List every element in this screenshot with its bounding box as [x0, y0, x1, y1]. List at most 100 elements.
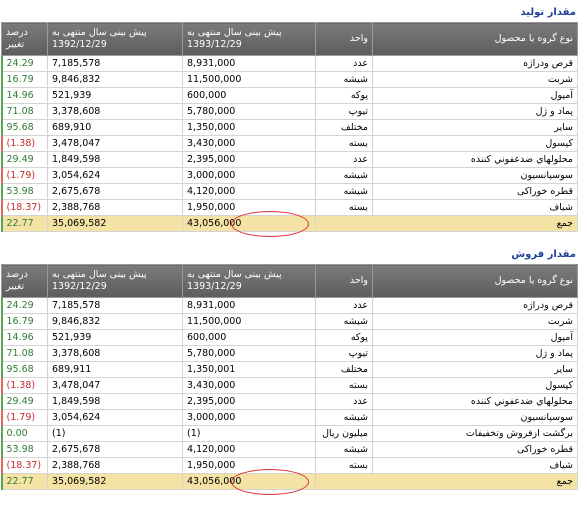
number-cell: 3,000,000	[182, 167, 316, 184]
table-row: شربت شیشه 11,500,000 9,846,832 16.79	[0, 313, 578, 330]
number-cell: 3,478,047	[47, 377, 183, 394]
number-cell: 5,780,000	[182, 345, 316, 362]
text-cell: بسته	[315, 457, 373, 474]
number-cell: 9,846,832	[47, 71, 183, 88]
number-cell: 9,846,832	[47, 313, 183, 330]
text-cell: سایر	[372, 361, 578, 378]
table-row: کپسول بسته 3,430,000 3,478,047 (1.38)	[0, 135, 578, 152]
number-cell: 2,388,768	[47, 457, 183, 474]
table-row: پماد و ژل تیوپ 5,780,000 3,378,608 71.08	[0, 103, 578, 120]
text-cell: محلولهاي ضدعفوني كننده	[372, 151, 578, 168]
number-cell: 14.96	[0, 329, 48, 346]
number-cell: 29.49	[0, 151, 48, 168]
number-cell: 53.98	[0, 183, 48, 200]
number-cell: 24.29	[0, 55, 48, 72]
number-cell: 3,478,047	[47, 135, 183, 152]
text-cell: کپسول	[372, 135, 578, 152]
number-cell: 521,939	[47, 87, 183, 104]
table-row: برگشت ازفروش وتخفیفات میلیون ریال (1) (1) 0.…	[0, 425, 578, 442]
number-cell: 24.29	[0, 297, 48, 314]
number-cell: 16.79	[0, 71, 48, 88]
table-row: قطره خوراکی شیشه 4,120,000 2,675,678 53.98	[0, 183, 578, 200]
number-cell: 95.68	[0, 119, 48, 136]
number-cell: 3,430,000	[182, 135, 316, 152]
total-cell: 22.77	[0, 473, 48, 490]
table-row: قطره خوراکی شیشه 4,120,000 2,675,678 53.98	[0, 441, 578, 458]
text-cell: محلولهاي ضدعفوني كننده	[372, 393, 578, 410]
text-cell: شیشه	[315, 409, 373, 426]
number-cell: 2,675,678	[47, 441, 183, 458]
report-page: مقدار تولید نوع گروه یا محصول واحد پیش بینی…	[0, 7, 578, 495]
number-cell: (1.79)	[0, 167, 48, 184]
total-label: جمع	[315, 215, 578, 232]
text-cell: کپسول	[372, 377, 578, 394]
number-cell: 2,395,000	[182, 393, 316, 410]
table-row: محلولهاي ضدعفوني كننده عدد 2,395,000 1,849,…	[0, 393, 578, 410]
text-cell: شیشه	[315, 441, 373, 458]
number-cell: 3,378,608	[47, 345, 183, 362]
header-cell: درصد تغییر	[1, 22, 48, 56]
section: مقدار فروش نوع گروه یا محصول واحد پیش بینی …	[0, 246, 578, 495]
text-cell: عدد	[315, 151, 373, 168]
text-cell: شیاف	[372, 199, 578, 216]
section-title: مقدار فروش	[511, 249, 576, 260]
text-cell: شیشه	[315, 71, 373, 88]
number-cell: 0.00	[0, 425, 48, 442]
text-cell: پماد و ژل	[372, 345, 578, 362]
table-row: قرص ودراژه عدد 8,931,000 7,185,578 24.29	[0, 297, 578, 314]
number-cell: 600,000	[182, 329, 316, 346]
text-cell: سوسپانسیون	[372, 167, 578, 184]
table-row: سوسپانسیون شیشه 3,000,000 3,054,624 (1.79)	[0, 409, 578, 426]
number-cell: 95.68	[0, 361, 48, 378]
header-cell: واحد	[315, 22, 373, 56]
header-cell: واحد	[315, 264, 373, 298]
number-cell: 3,378,608	[47, 103, 183, 120]
number-cell: 1,849,598	[47, 151, 183, 168]
number-cell: 16.79	[0, 313, 48, 330]
text-cell: مختلف	[315, 361, 373, 378]
text-cell: عدد	[315, 393, 373, 410]
number-cell: 1,350,001	[182, 361, 316, 378]
number-cell: (18.37)	[0, 199, 48, 216]
total-cell: 35,069,582	[47, 473, 183, 490]
number-cell: (1.38)	[0, 135, 48, 152]
number-cell: (1)	[182, 425, 316, 442]
header-cell: پیش بینی سال منتهی به 1393/12/29	[182, 22, 316, 56]
number-cell: 600,000	[182, 87, 316, 104]
text-cell: سوسپانسیون	[372, 409, 578, 426]
number-cell: 71.08	[0, 103, 48, 120]
text-cell: شیشه	[315, 313, 373, 330]
number-cell: 5,780,000	[182, 103, 316, 120]
text-cell: قرص ودراژه	[372, 297, 578, 314]
number-cell: (18.37)	[0, 457, 48, 474]
table-row: سایر مختلف 1,350,000 689,910 95.68	[0, 119, 578, 136]
number-cell: 2,675,678	[47, 183, 183, 200]
highlight-ring	[231, 211, 309, 237]
text-cell: شربت	[372, 313, 578, 330]
number-cell: 521,939	[47, 329, 183, 346]
number-cell: 11,500,000	[182, 313, 316, 330]
text-cell: بسته	[315, 377, 373, 394]
number-cell: 1,849,598	[47, 393, 183, 410]
text-cell: آمپول	[372, 87, 578, 104]
number-cell: 689,910	[47, 119, 183, 136]
number-cell: 2,388,768	[47, 199, 183, 216]
text-cell: بسته	[315, 199, 373, 216]
table-row: سایر مختلف 1,350,001 689,911 95.68	[0, 361, 578, 378]
table-row: کپسول بسته 3,430,000 3,478,047 (1.38)	[0, 377, 578, 394]
number-cell: 71.08	[0, 345, 48, 362]
total-row: جمع 43,056,000 35,069,582 22.77	[0, 469, 578, 495]
text-cell: شیشه	[315, 167, 373, 184]
total-cell: 22.77	[0, 215, 48, 232]
text-cell: شربت	[372, 71, 578, 88]
total-cell: 35,069,582	[47, 215, 183, 232]
number-cell: 7,185,578	[47, 297, 183, 314]
table-row: پماد و ژل تیوپ 5,780,000 3,378,608 71.08	[0, 345, 578, 362]
total-label: جمع	[315, 473, 578, 490]
table-row: محلولهاي ضدعفوني كننده عدد 2,395,000 1,849,…	[0, 151, 578, 168]
number-cell: 3,054,624	[47, 167, 183, 184]
number-cell: 7,185,578	[47, 55, 183, 72]
total-cell: 43,056,000	[182, 469, 316, 495]
data-table: نوع گروه یا محصول واحد پیش بینی سال منتهی …	[0, 264, 578, 495]
text-cell: شیاف	[372, 457, 578, 474]
